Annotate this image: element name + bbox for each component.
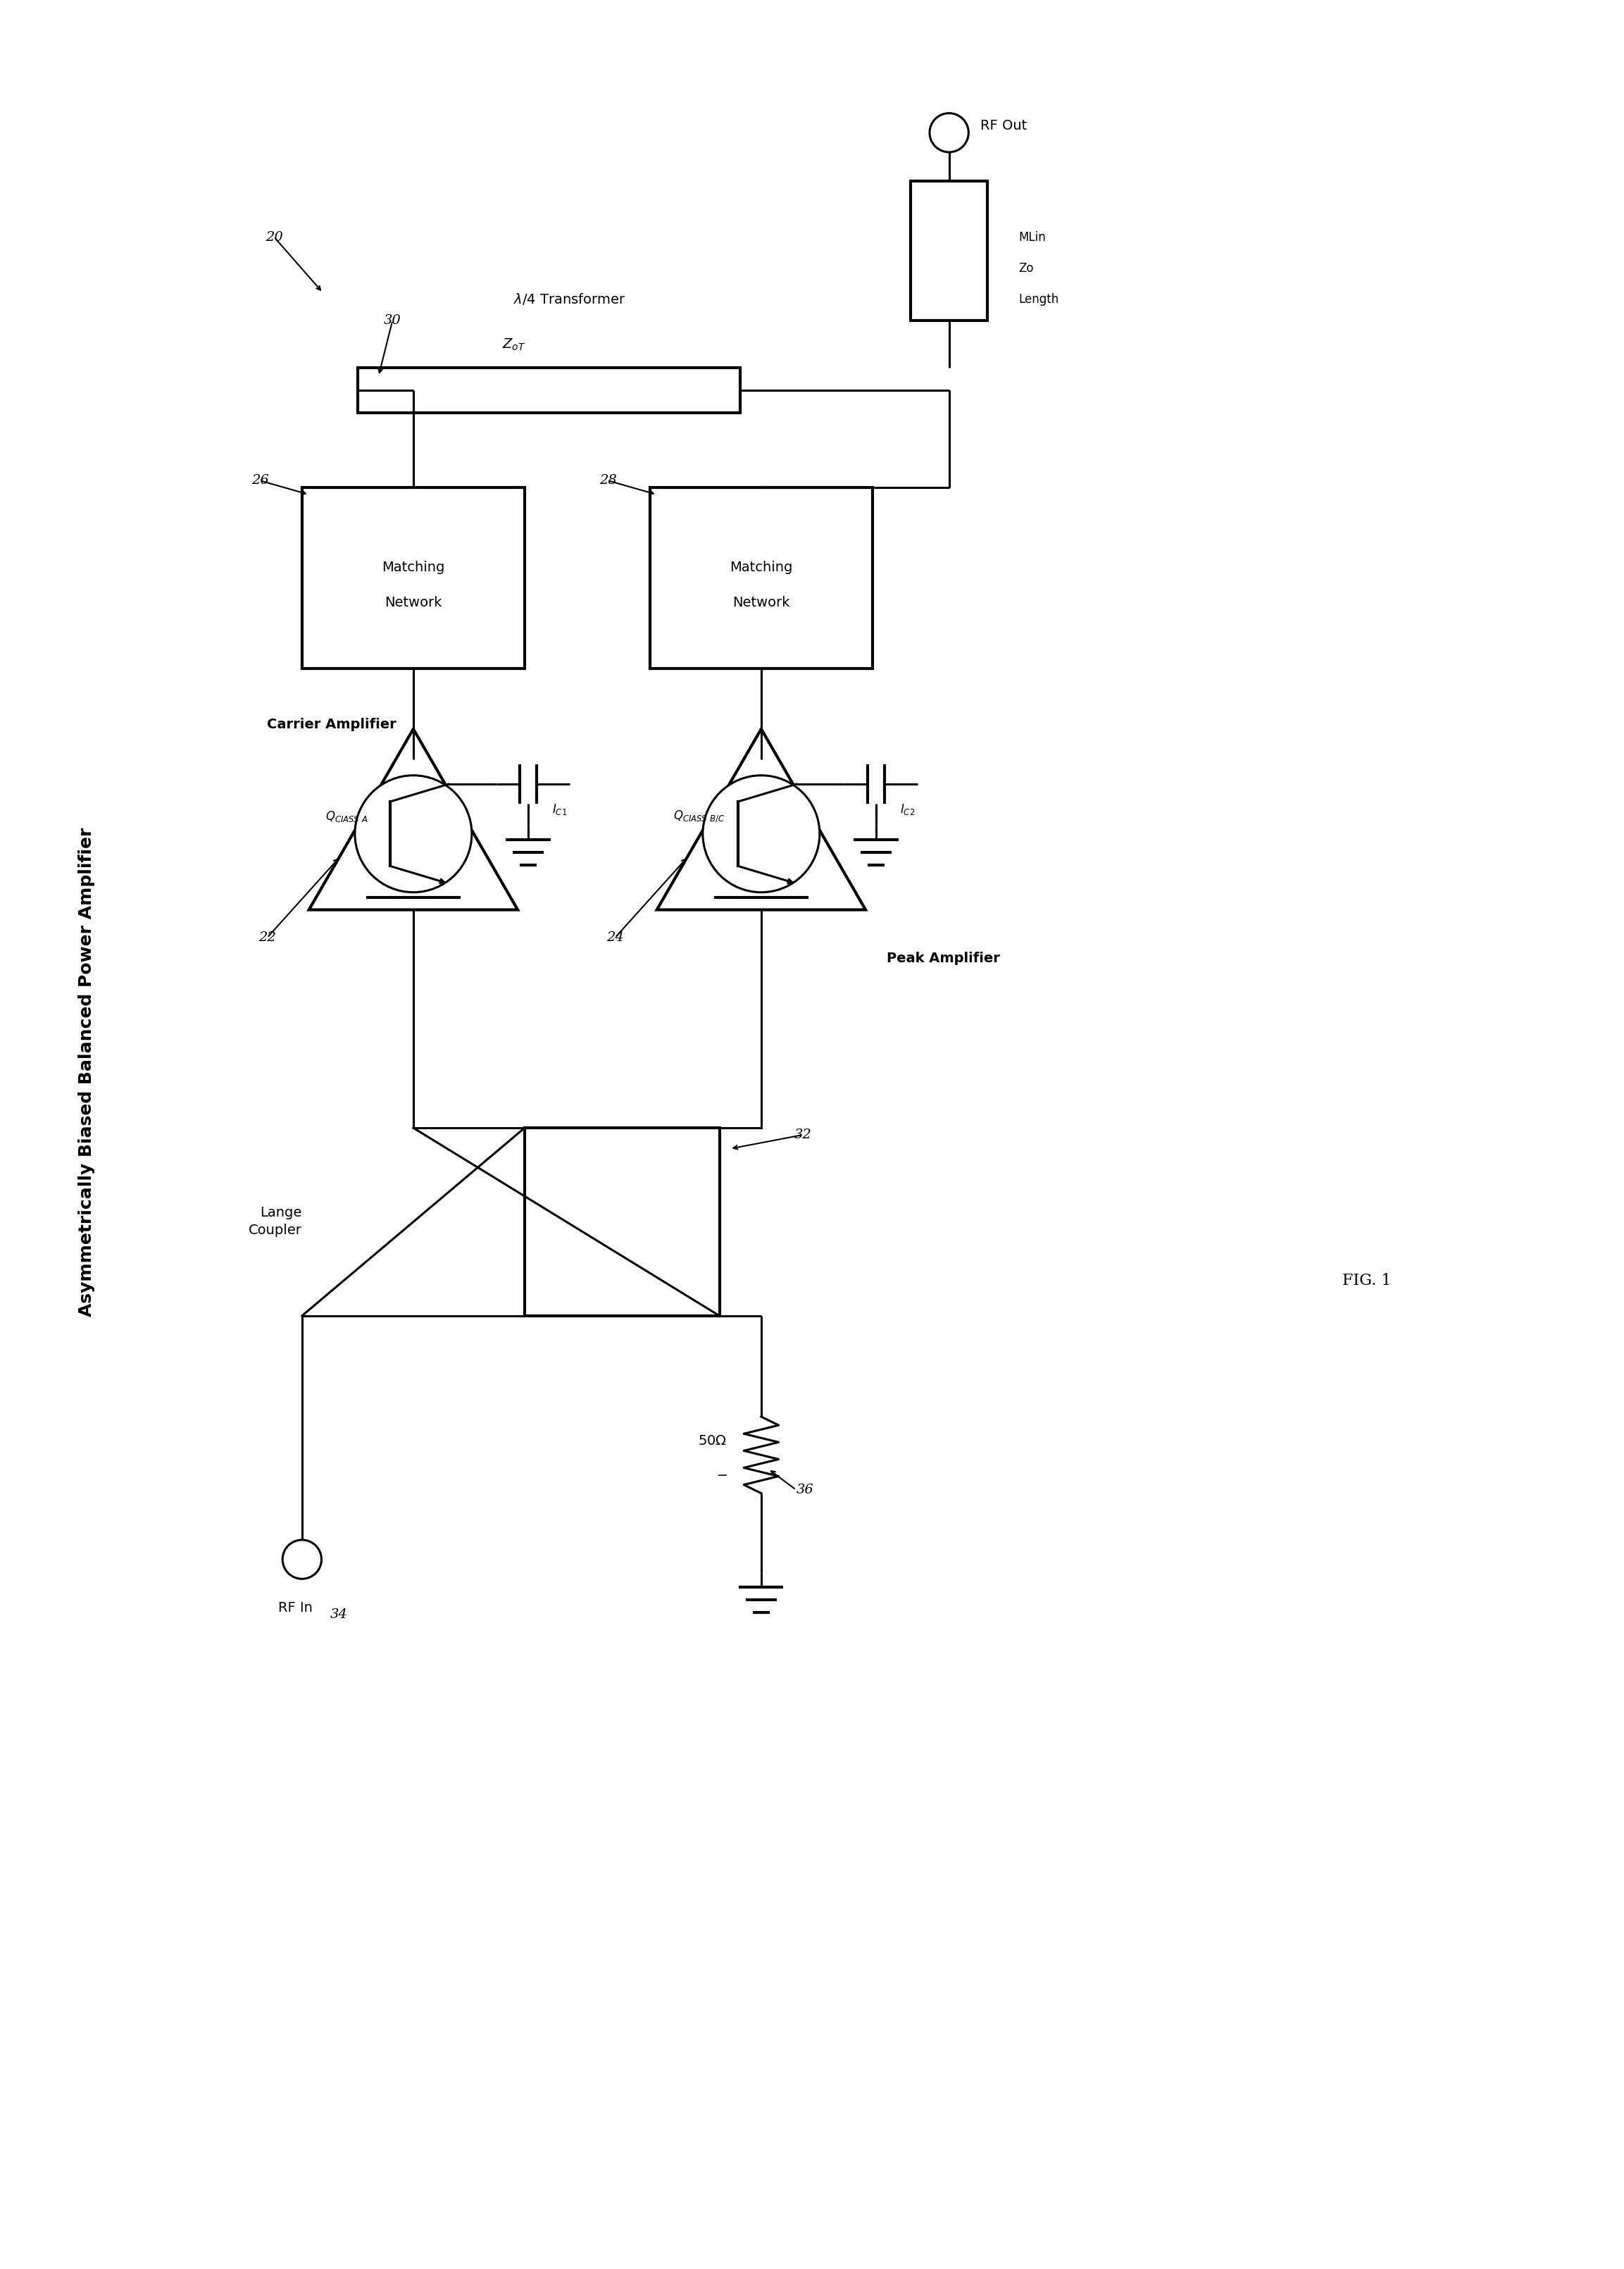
- Text: $Z_{oT}$: $Z_{oT}$: [502, 336, 526, 352]
- Text: Lange
Coupler: Lange Coupler: [248, 1207, 302, 1237]
- Bar: [911, 182, 987, 320]
- Text: 36: 36: [796, 1484, 814, 1495]
- Text: RF Out: RF Out: [981, 118, 1026, 132]
- Text: 26: 26: [252, 474, 270, 488]
- Text: Peak Amplifier: Peak Amplifier: [887, 951, 1000, 964]
- Text: FIG. 1: FIG. 1: [1341, 1273, 1392, 1289]
- Text: ─: ─: [718, 1468, 726, 1482]
- Text: Asymmetrically Biased Balanced Power Amplifier: Asymmetrically Biased Balanced Power Amp…: [78, 828, 94, 1316]
- Text: Matching: Matching: [382, 560, 445, 574]
- Text: $I_{C1}$: $I_{C1}$: [552, 803, 567, 817]
- Text: Zo: Zo: [1018, 261, 1034, 275]
- Text: Network: Network: [732, 597, 789, 608]
- Text: Network: Network: [385, 597, 442, 608]
- Bar: [525, 1128, 719, 1316]
- Bar: [302, 488, 525, 669]
- Bar: [650, 488, 872, 669]
- Circle shape: [283, 1541, 322, 1579]
- Text: 24: 24: [606, 930, 624, 944]
- Text: 32: 32: [794, 1128, 812, 1141]
- Bar: [357, 368, 741, 413]
- Circle shape: [703, 776, 820, 892]
- Circle shape: [929, 113, 968, 152]
- Text: $Q_{CIASS\ B/C}$: $Q_{CIASS\ B/C}$: [674, 808, 724, 824]
- Text: 34: 34: [330, 1609, 348, 1620]
- Text: $Q_{CIASS\ A}$: $Q_{CIASS\ A}$: [326, 810, 369, 824]
- Text: Carrier Amplifier: Carrier Amplifier: [268, 717, 396, 731]
- Text: 30: 30: [383, 313, 401, 327]
- Text: Matching: Matching: [729, 560, 793, 574]
- Text: MLin: MLin: [1018, 231, 1046, 243]
- Text: 20: 20: [265, 231, 283, 243]
- Text: 50$\Omega$: 50$\Omega$: [698, 1434, 726, 1448]
- Text: Length: Length: [1018, 293, 1059, 306]
- Circle shape: [356, 776, 471, 892]
- Text: $\lambda$/4 Transformer: $\lambda$/4 Transformer: [513, 293, 627, 306]
- Text: RF In: RF In: [278, 1602, 312, 1616]
- Text: 22: 22: [258, 930, 276, 944]
- Text: $I_{C2}$: $I_{C2}$: [900, 803, 916, 817]
- Text: 28: 28: [599, 474, 617, 488]
